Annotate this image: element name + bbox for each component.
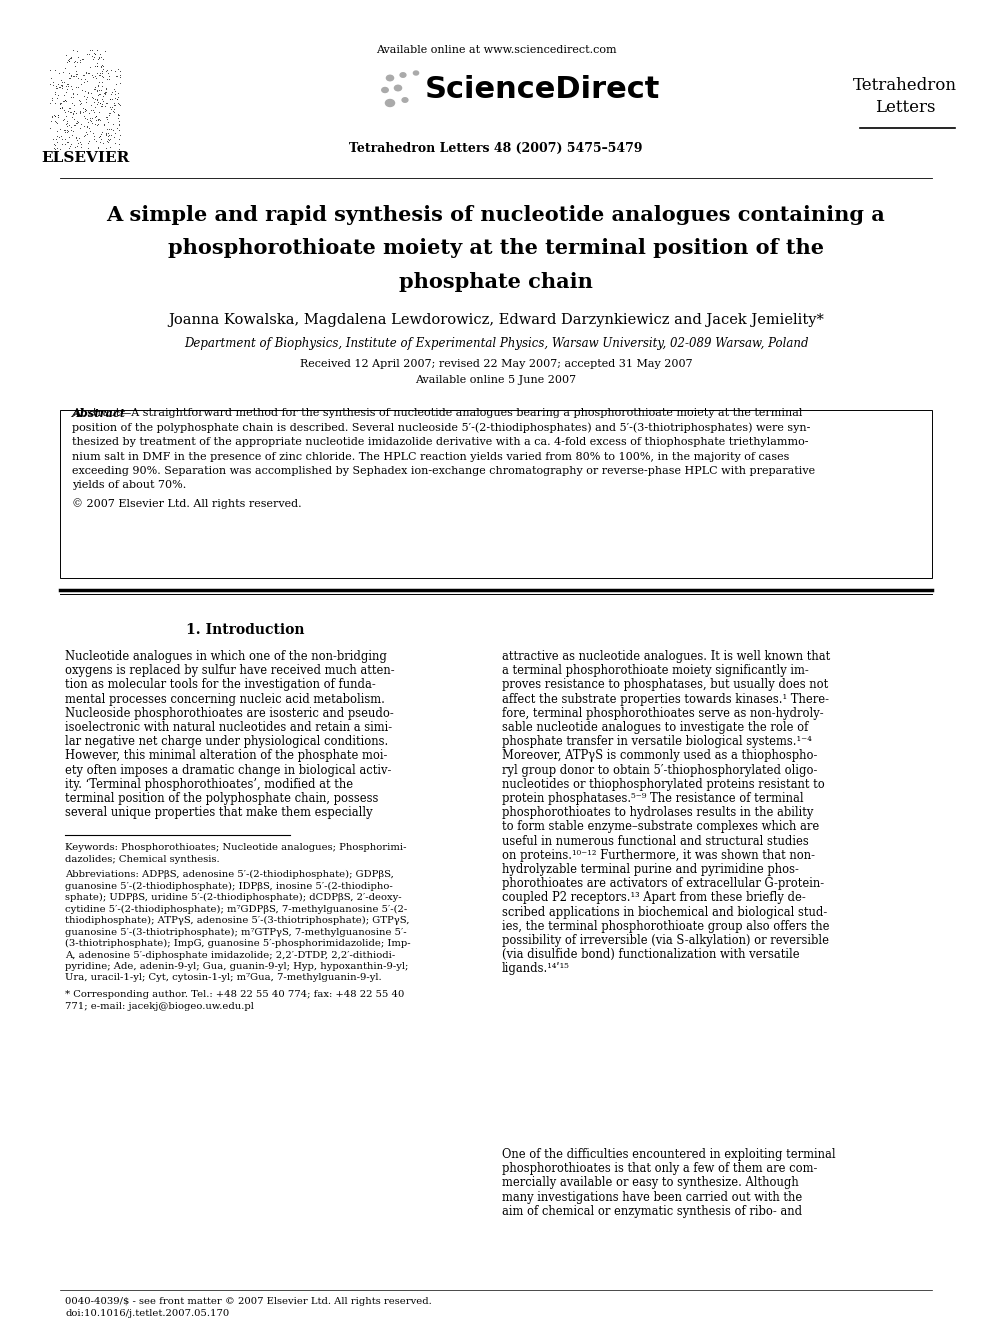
Text: guanosine 5′-(3-thiotriphosphate); m⁷GTPγS, 7-methylguanosine 5′-: guanosine 5′-(3-thiotriphosphate); m⁷GTP…	[65, 927, 407, 937]
Text: affect the substrate properties towards kinases.¹ There-: affect the substrate properties towards …	[502, 693, 829, 705]
Text: several unique properties that make them especially: several unique properties that make them…	[65, 806, 373, 819]
Text: * Corresponding author. Tel.: +48 22 55 40 774; fax: +48 22 55 40: * Corresponding author. Tel.: +48 22 55 …	[65, 990, 405, 999]
Text: phosphorothioates is that only a few of them are com-: phosphorothioates is that only a few of …	[502, 1162, 817, 1175]
Text: yields of about 70%.: yields of about 70%.	[72, 480, 186, 491]
Text: possibility of irreversible (via S-alkylation) or reversible: possibility of irreversible (via S-alkyl…	[502, 934, 829, 947]
Text: a terminal phosphorothioate moiety significantly im-: a terminal phosphorothioate moiety signi…	[502, 664, 808, 677]
Text: nium salt in DMF in the presence of zinc chloride. The HPLC reaction yields vari: nium salt in DMF in the presence of zinc…	[72, 451, 790, 462]
Text: One of the difficulties encountered in exploiting terminal: One of the difficulties encountered in e…	[502, 1148, 835, 1162]
Text: 1. Introduction: 1. Introduction	[186, 623, 305, 636]
Text: (via disulfide bond) functionalization with versatile: (via disulfide bond) functionalization w…	[502, 949, 800, 962]
Text: Nucleotide analogues in which one of the non-bridging: Nucleotide analogues in which one of the…	[65, 650, 387, 663]
Text: However, this minimal alteration of the phosphate moi-: However, this minimal alteration of the …	[65, 749, 387, 762]
Text: Received 12 April 2007; revised 22 May 2007; accepted 31 May 2007: Received 12 April 2007; revised 22 May 2…	[300, 359, 692, 369]
Text: doi:10.1016/j.tetlet.2007.05.170: doi:10.1016/j.tetlet.2007.05.170	[65, 1308, 229, 1318]
Text: thiodiphosphate); ATPγS, adenosine 5′-(3-thiotriphosphate); GTPγS,: thiodiphosphate); ATPγS, adenosine 5′-(3…	[65, 916, 410, 925]
Text: aim of chemical or enzymatic synthesis of ribo- and: aim of chemical or enzymatic synthesis o…	[502, 1205, 803, 1217]
Text: sable nucleotide analogues to investigate the role of: sable nucleotide analogues to investigat…	[502, 721, 808, 734]
Text: thesized by treatment of the appropriate nucleotide imidazolide derivative with : thesized by treatment of the appropriate…	[72, 437, 808, 447]
Text: ScienceDirect: ScienceDirect	[425, 75, 661, 105]
Text: Nucleoside phosphorothioates are isosteric and pseudo-: Nucleoside phosphorothioates are isoster…	[65, 706, 394, 720]
Text: many investigations have been carried out with the: many investigations have been carried ou…	[502, 1191, 803, 1204]
Text: Abstract—A straightforward method for the synthesis of nucleotide analogues bear: Abstract—A straightforward method for th…	[72, 407, 803, 418]
Text: A simple and rapid synthesis of nucleotide analogues containing a: A simple and rapid synthesis of nucleoti…	[106, 205, 886, 225]
Text: useful in numerous functional and structural studies: useful in numerous functional and struct…	[502, 835, 808, 848]
Text: Tetrahedron: Tetrahedron	[853, 77, 957, 94]
Text: isoelectronic with natural nucleotides and retain a simi-: isoelectronic with natural nucleotides a…	[65, 721, 392, 734]
Text: (3-thiotriphosphate); ImpG, guanosine 5′-phosphorimidazolide; Imp-: (3-thiotriphosphate); ImpG, guanosine 5′…	[65, 939, 411, 949]
Text: 771; e-mail: jacekj@biogeo.uw.edu.pl: 771; e-mail: jacekj@biogeo.uw.edu.pl	[65, 1002, 254, 1011]
Text: hydrolyzable terminal purine and pyrimidine phos-: hydrolyzable terminal purine and pyrimid…	[502, 863, 799, 876]
Text: Tetrahedron Letters 48 (2007) 5475–5479: Tetrahedron Letters 48 (2007) 5475–5479	[349, 142, 643, 155]
Text: dazolides; Chemical synthesis.: dazolides; Chemical synthesis.	[65, 855, 219, 864]
Text: Keywords: Phosphorothioates; Nucleotide analogues; Phosphorimi-: Keywords: Phosphorothioates; Nucleotide …	[65, 843, 407, 852]
Text: fore, terminal phosphorothioates serve as non-hydroly-: fore, terminal phosphorothioates serve a…	[502, 706, 823, 720]
Ellipse shape	[382, 87, 388, 93]
Text: phosphorothioate moiety at the terminal position of the: phosphorothioate moiety at the terminal …	[168, 238, 824, 258]
Text: ety often imposes a dramatic change in biological activ-: ety often imposes a dramatic change in b…	[65, 763, 392, 777]
Text: Available online at www.sciencedirect.com: Available online at www.sciencedirect.co…	[376, 45, 616, 56]
Text: Letters: Letters	[875, 99, 935, 116]
Text: Joanna Kowalska, Magdalena Lewdorowicz, Edward Darzynkiewicz and Jacek Jemielity: Joanna Kowalska, Magdalena Lewdorowicz, …	[168, 314, 824, 327]
Ellipse shape	[387, 75, 394, 81]
Text: 0040-4039/$ - see front matter © 2007 Elsevier Ltd. All rights reserved.: 0040-4039/$ - see front matter © 2007 El…	[65, 1297, 432, 1306]
Text: mercially available or easy to synthesize. Although: mercially available or easy to synthesiz…	[502, 1176, 799, 1189]
Text: ity. ‘Terminal phosphorothioates’, modified at the: ity. ‘Terminal phosphorothioates’, modif…	[65, 778, 353, 791]
Text: ies, the terminal phosphorothioate group also offers the: ies, the terminal phosphorothioate group…	[502, 919, 829, 933]
Ellipse shape	[414, 71, 419, 75]
Text: terminal position of the polyphosphate chain, possess: terminal position of the polyphosphate c…	[65, 792, 378, 804]
Text: exceeding 90%. Separation was accomplished by Sephadex ion-exchange chromatograp: exceeding 90%. Separation was accomplish…	[72, 466, 815, 476]
Text: mental processes concerning nucleic acid metabolism.: mental processes concerning nucleic acid…	[65, 693, 385, 705]
Text: on proteins.¹⁰⁻¹² Furthermore, it was shown that non-: on proteins.¹⁰⁻¹² Furthermore, it was sh…	[502, 849, 815, 861]
Text: © 2007 Elsevier Ltd. All rights reserved.: © 2007 Elsevier Ltd. All rights reserved…	[72, 497, 302, 509]
Text: ELSEVIER: ELSEVIER	[41, 151, 129, 165]
Ellipse shape	[386, 99, 395, 106]
Text: coupled P2 receptors.¹³ Apart from these briefly de-: coupled P2 receptors.¹³ Apart from these…	[502, 892, 806, 905]
Text: lar negative net charge under physiological conditions.: lar negative net charge under physiologi…	[65, 736, 388, 749]
Text: sphate); UDPβS, uridine 5′-(2-thiodiphosphate); dCDPβS, 2′-deoxy-: sphate); UDPβS, uridine 5′-(2-thiodiphos…	[65, 893, 402, 902]
Text: Abbreviations: ADPβS, adenosine 5′-(2-thiodiphosphate); GDPβS,: Abbreviations: ADPβS, adenosine 5′-(2-th…	[65, 871, 394, 878]
Text: phosphate transfer in versatile biological systems.¹⁻⁴: phosphate transfer in versatile biologic…	[502, 736, 811, 749]
Text: phosphorothioates to hydrolases results in the ability: phosphorothioates to hydrolases results …	[502, 806, 813, 819]
Text: proves resistance to phosphatases, but usually does not: proves resistance to phosphatases, but u…	[502, 679, 828, 692]
Text: Abstract: Abstract	[72, 407, 126, 419]
Text: tion as molecular tools for the investigation of funda-: tion as molecular tools for the investig…	[65, 679, 376, 692]
Text: Ura, uracil-1-yl; Cyt, cytosin-1-yl; m⁷Gua, 7-methylguanin-9-yl.: Ura, uracil-1-yl; Cyt, cytosin-1-yl; m⁷G…	[65, 974, 382, 983]
Text: cytidine 5′-(2-thiodiphosphate); m⁷GDPβS, 7-methylguanosine 5′-(2-: cytidine 5′-(2-thiodiphosphate); m⁷GDPβS…	[65, 905, 408, 914]
Text: position of the polyphosphate chain is described. Several nucleoside 5′-(2-thiod: position of the polyphosphate chain is d…	[72, 422, 810, 433]
Text: nucleotides or thiophosphorylated proteins resistant to: nucleotides or thiophosphorylated protei…	[502, 778, 824, 791]
Text: guanosine 5′-(2-thiodiphosphate); IDPβS, inosine 5′-(2-thiodipho-: guanosine 5′-(2-thiodiphosphate); IDPβS,…	[65, 881, 393, 890]
Text: Available online 5 June 2007: Available online 5 June 2007	[416, 374, 576, 385]
Text: phorothioates are activators of extracellular G-protein-: phorothioates are activators of extracel…	[502, 877, 824, 890]
Text: A, adenosine 5′-diphosphate imidazolide; 2,2′-DTDP, 2,2′-dithiodi-: A, adenosine 5′-diphosphate imidazolide;…	[65, 950, 395, 959]
Ellipse shape	[402, 98, 408, 102]
Text: ryl group donor to obtain 5′-thiophosphorylated oligo-: ryl group donor to obtain 5′-thiophospho…	[502, 763, 817, 777]
Text: scribed applications in biochemical and biological stud-: scribed applications in biochemical and …	[502, 906, 827, 918]
Text: phosphate chain: phosphate chain	[399, 273, 593, 292]
Text: Department of Biophysics, Institute of Experimental Physics, Warsaw University, : Department of Biophysics, Institute of E…	[184, 336, 808, 349]
Text: ligands.¹⁴ʹ¹⁵: ligands.¹⁴ʹ¹⁵	[502, 962, 569, 975]
Ellipse shape	[400, 73, 406, 77]
Text: pyridine; Ade, adenin-9-yl; Gua, guanin-9-yl; Hyp, hypoxanthin-9-yl;: pyridine; Ade, adenin-9-yl; Gua, guanin-…	[65, 962, 409, 971]
Text: attractive as nucleotide analogues. It is well known that: attractive as nucleotide analogues. It i…	[502, 650, 830, 663]
Ellipse shape	[395, 85, 402, 91]
Bar	[60, 410, 932, 578]
Text: protein phosphatases.⁵⁻⁹ The resistance of terminal: protein phosphatases.⁵⁻⁹ The resistance …	[502, 792, 804, 804]
Text: Moreover, ATPγS is commonly used as a thiophospho-: Moreover, ATPγS is commonly used as a th…	[502, 749, 817, 762]
Text: oxygens is replaced by sulfur have received much atten-: oxygens is replaced by sulfur have recei…	[65, 664, 395, 677]
Text: to form stable enzyme–substrate complexes which are: to form stable enzyme–substrate complexe…	[502, 820, 819, 833]
